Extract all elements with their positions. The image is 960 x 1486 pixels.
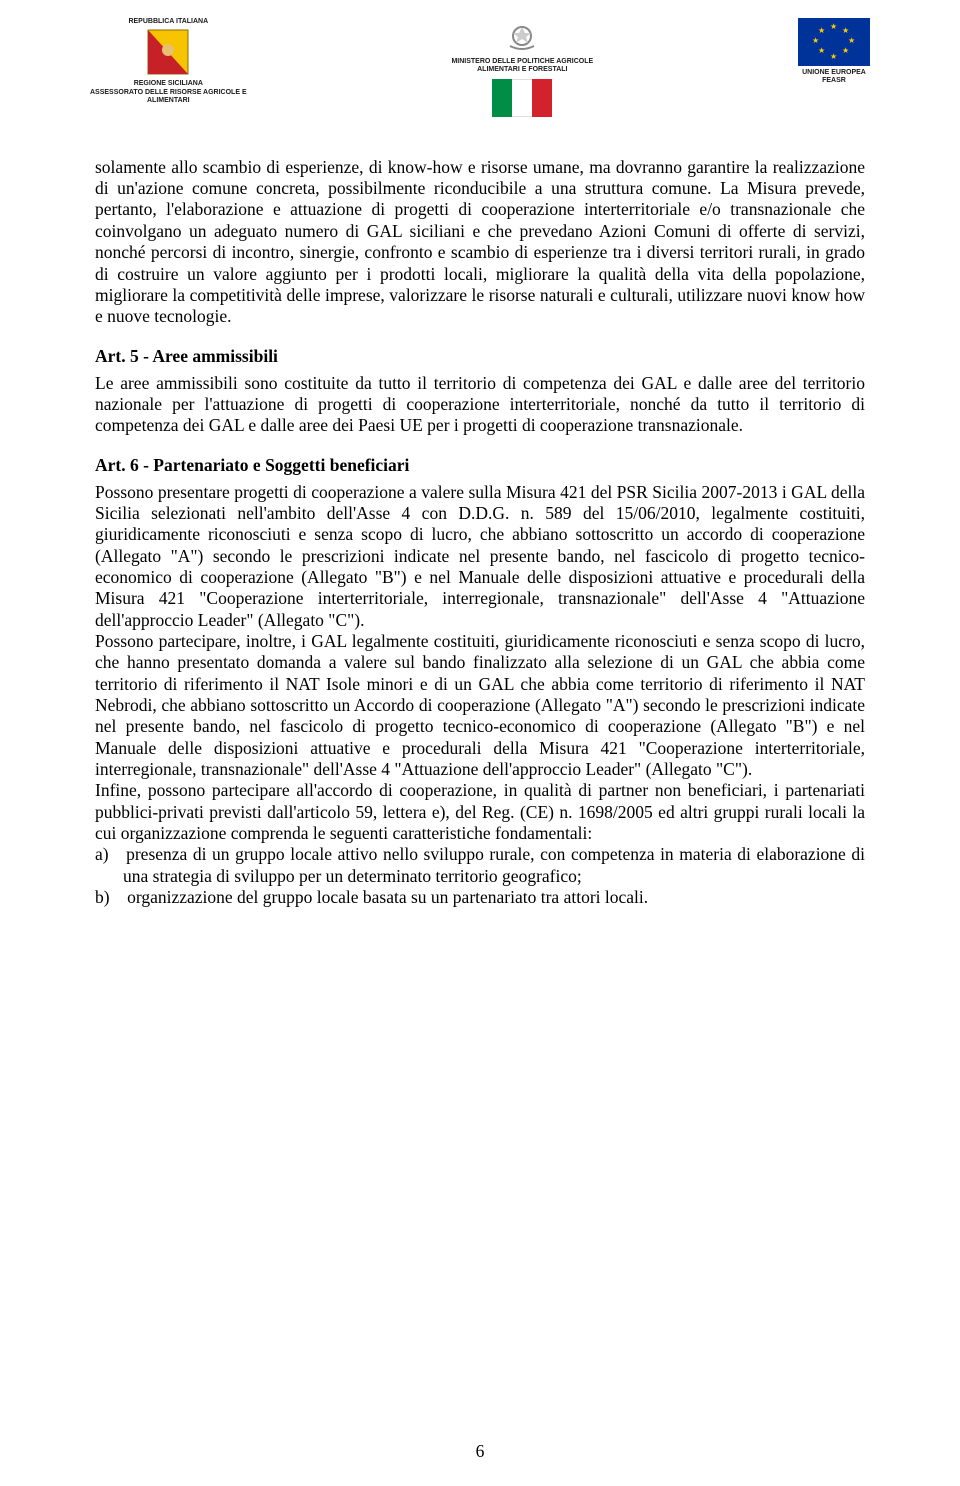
italy-flag-icon <box>492 79 552 117</box>
document-body: solamente allo scambio di esperienze, di… <box>0 127 960 909</box>
paragraph-art-6a: Possono presentare progetti di cooperazi… <box>95 482 865 631</box>
list-item-a: a) presenza di un gruppo locale attivo n… <box>95 844 865 887</box>
header-center-block: MINISTERO DELLE POLITICHE AGRICOLE ALIME… <box>451 18 593 117</box>
heading-art-5: Art. 5 - Aree ammissibili <box>95 346 865 367</box>
assessorato-label: ASSESSORATO DELLE RISORSE AGRICOLE E ALI… <box>90 89 247 106</box>
page-number: 6 <box>476 1441 485 1462</box>
sicilia-crest-icon <box>144 26 192 78</box>
regione-label: REGIONE SICILIANA <box>134 80 203 88</box>
eu-flag-icon: ★ ★ ★ ★ ★ ★ ★ ★ <box>798 18 870 66</box>
paragraph-art-6b: Possono partecipare, inoltre, i GAL lega… <box>95 631 865 780</box>
italy-emblem-icon <box>502 18 542 58</box>
header-right-block: ★ ★ ★ ★ ★ ★ ★ ★ UNIONE EUROPEA FEASR <box>798 18 870 86</box>
list-item-b: b) organizzazione del gruppo locale basa… <box>95 887 865 908</box>
paragraph-art-6c: Infine, possono partecipare all'accordo … <box>95 780 865 844</box>
heading-art-6: Art. 6 - Partenariato e Soggetti benefic… <box>95 455 865 476</box>
feasr-label: FEASR <box>822 77 846 85</box>
header-left-block: REPUBBLICA ITALIANA REGIONE SICILIANA AS… <box>90 18 247 106</box>
ministry-label: MINISTERO DELLE POLITICHE AGRICOLE ALIME… <box>451 58 593 75</box>
paragraph-art-5: Le aree ammissibili sono costituite da t… <box>95 373 865 437</box>
page-header: REPUBBLICA ITALIANA REGIONE SICILIANA AS… <box>0 0 960 127</box>
repubblica-label: REPUBBLICA ITALIANA <box>128 18 208 26</box>
paragraph-intro: solamente allo scambio di esperienze, di… <box>95 157 865 328</box>
eu-label: UNIONE EUROPEA <box>802 69 866 77</box>
